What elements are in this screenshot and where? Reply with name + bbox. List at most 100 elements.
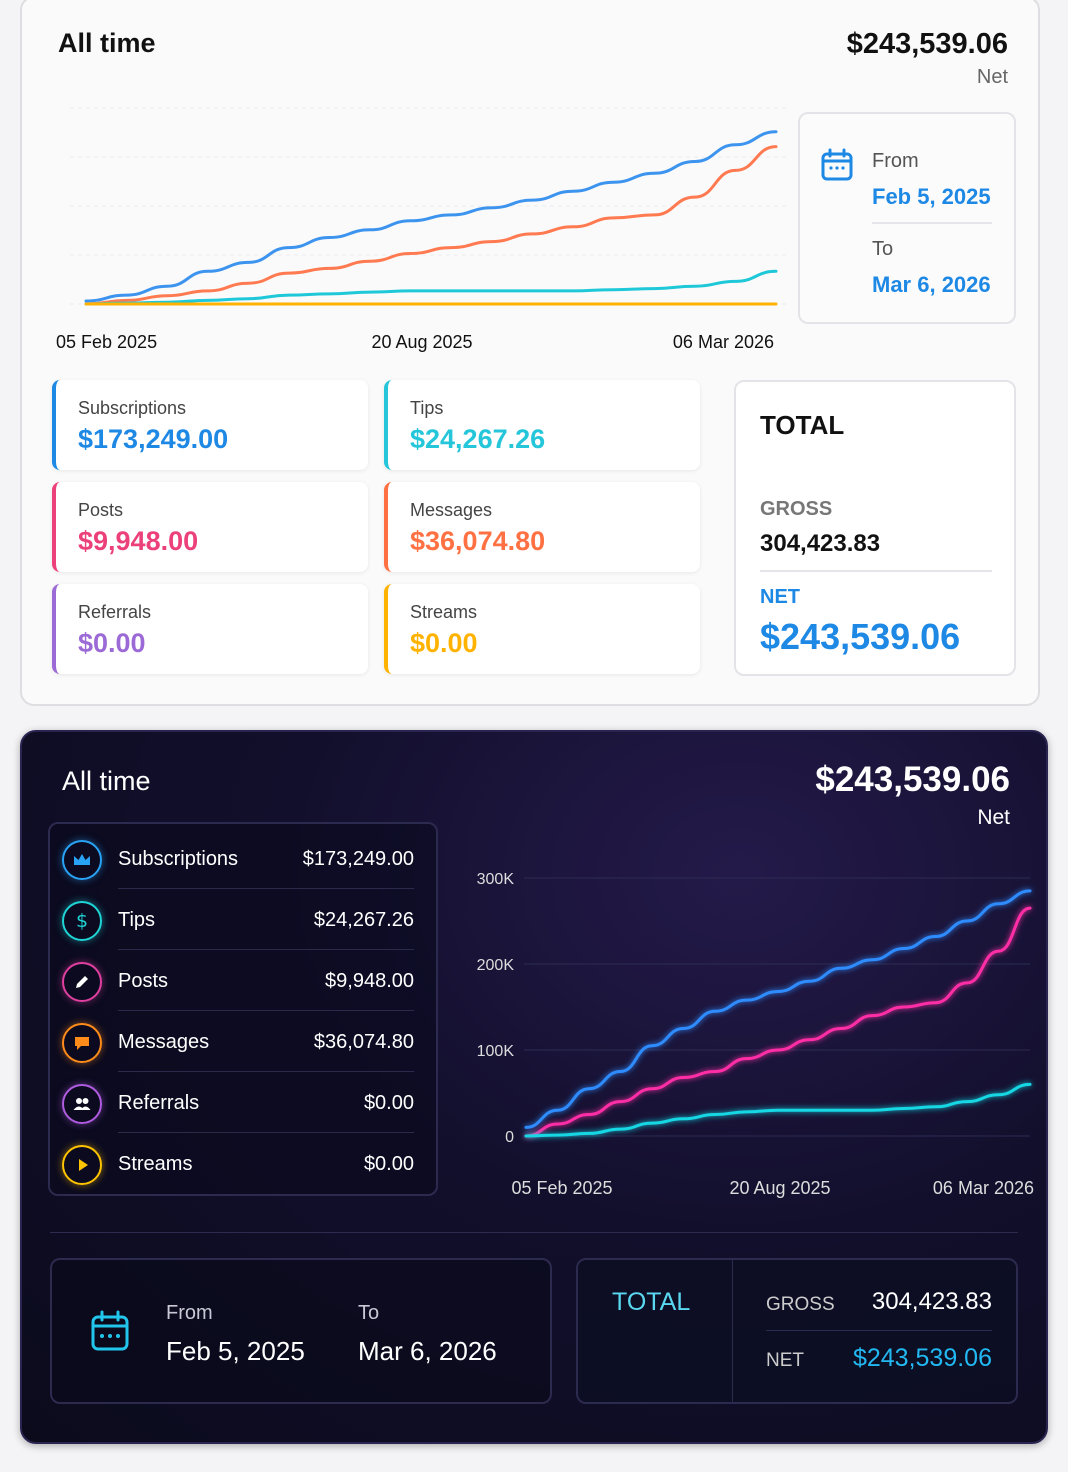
row-divider [118, 1071, 414, 1072]
category-value: $9,948.00 [325, 970, 414, 992]
category-value: $0.00 [363, 1153, 414, 1175]
y-tick-label: 100K [477, 1043, 515, 1060]
to-date[interactable]: Mar 6, 2026 [872, 272, 991, 297]
stat-label: Tips [410, 398, 444, 418]
category-label: Streams [118, 1153, 193, 1175]
light-period-title: All time [58, 28, 156, 58]
light-net-amount: $243,539.06 [846, 28, 1008, 60]
y-tick-label: 0 [505, 1129, 514, 1146]
category-value: $0.00 [363, 1092, 414, 1114]
dollar-icon: $ [62, 901, 102, 941]
from-label: From [166, 1302, 213, 1324]
x-tick-label: 20 Aug 2025 [729, 1178, 830, 1198]
stat-value: $24,267.26 [410, 424, 546, 454]
stat-card-referrals: Referrals $0.00 [52, 584, 368, 674]
category-row-messages[interactable]: Messages $36,074.80 [62, 1011, 414, 1072]
row-divider [118, 1132, 414, 1133]
y-tick-label: 200K [477, 957, 515, 974]
category-value: $24,267.26 [313, 909, 414, 931]
stat-label: Referrals [78, 602, 152, 622]
gross-label: GROSS [766, 1294, 835, 1315]
from-date[interactable]: Feb 5, 2025 [872, 184, 991, 209]
stat-card-posts: Posts $9,948.00 [52, 482, 368, 572]
stat-card-tips: Tips $24,267.26 [384, 380, 700, 470]
y-tick-label: 300K [477, 871, 515, 888]
category-row-referrals[interactable]: Referrals $0.00 [62, 1072, 414, 1133]
x-tick-label: 05 Feb 2025 [56, 332, 157, 352]
category-label: Posts [118, 970, 169, 992]
date-divider [872, 222, 992, 224]
category-row-posts[interactable]: Posts $9,948.00 [62, 950, 414, 1011]
light-earnings-chart: 05 Feb 2025 20 Aug 2025 06 Mar 2026 [56, 107, 790, 352]
dark-net-amount: $243,539.06 [815, 760, 1010, 799]
crown-icon [62, 840, 102, 880]
stat-value: $0.00 [410, 628, 478, 658]
dark-total-box: TOTAL GROSS 304,423.83 NET $243,539.06 [576, 1258, 1018, 1404]
x-tick-label: 20 Aug 2025 [371, 332, 472, 352]
dark-earnings-card: All time $243,539.06 Net Subscriptions $1… [20, 730, 1048, 1444]
gross-value: 304,423.83 [760, 530, 881, 557]
stat-value: $36,074.80 [410, 526, 546, 556]
net-label: NET [766, 1350, 804, 1371]
play-icon [62, 1145, 102, 1185]
stat-value: $0.00 [78, 628, 146, 658]
light-net-label: Net [976, 66, 1008, 88]
category-value: $36,074.80 [313, 1031, 414, 1053]
light-date-range[interactable]: From Feb 5, 2025 To Mar 6, 2026 [798, 112, 1016, 324]
svg-text:$: $ [76, 910, 88, 932]
series-line-2 [524, 1082, 1032, 1138]
category-label: Subscriptions [118, 848, 239, 870]
stat-card-messages: Messages $36,074.80 [384, 482, 700, 572]
gross-value: 304,423.83 [871, 1288, 992, 1315]
category-value: $173,249.00 [302, 848, 414, 870]
dark-period-title: All time [62, 766, 151, 796]
total-title: TOTAL [612, 1288, 691, 1316]
stat-label: Streams [410, 602, 478, 622]
light-earnings-card: All time $243,539.06 Net 05 Feb 2025 20 A… [20, 0, 1040, 706]
series-line-0 [84, 130, 778, 303]
stat-label: Messages [410, 500, 493, 520]
category-label: Messages [118, 1031, 210, 1053]
category-row-subscriptions[interactable]: Subscriptions $173,249.00 [62, 828, 414, 889]
x-tick-label: 06 Mar 2026 [673, 332, 774, 352]
category-label: Referrals [118, 1092, 200, 1114]
stat-label: Subscriptions [78, 398, 187, 418]
gross-label: GROSS [760, 498, 833, 520]
stat-card-streams: Streams $0.00 [384, 584, 700, 674]
category-row-tips[interactable]: $ Tips $24,267.26 [62, 889, 414, 950]
to-label: To [358, 1302, 380, 1324]
dark-divider [50, 1232, 1018, 1233]
series-line-2 [84, 269, 778, 306]
x-tick-label: 05 Feb 2025 [511, 1178, 612, 1198]
dark-earnings-chart: 300K 200K 100K 0 05 Feb 2025 20 Aug 2025 06 Ma… [477, 871, 1034, 1198]
net-label: NET [760, 586, 800, 608]
to-date[interactable]: Mar 6, 2026 [358, 1336, 497, 1366]
category-row-streams[interactable]: Streams $0.00 [62, 1133, 414, 1194]
series-line-1 [84, 145, 778, 306]
row-divider [118, 949, 414, 950]
total-divider [766, 1330, 992, 1331]
total-title: TOTAL [760, 410, 845, 440]
from-label: From [872, 150, 919, 172]
chat-icon [62, 1023, 102, 1063]
dark-category-list: Subscriptions $173,249.00 $ Tips $24,267.26 P… [48, 822, 438, 1196]
stat-label: Posts [78, 500, 124, 520]
calendar-icon [91, 1310, 129, 1351]
row-divider [118, 888, 414, 889]
dark-date-range[interactable]: From Feb 5, 2025 To Mar 6, 2026 [50, 1258, 552, 1404]
series-line-1 [524, 906, 1032, 1138]
calendar-icon [821, 148, 853, 181]
dark-net-label: Net [977, 806, 1010, 829]
net-value: $243,539.06 [760, 616, 961, 657]
from-date[interactable]: Feb 5, 2025 [166, 1336, 305, 1366]
people-icon [62, 1084, 102, 1124]
pencil-icon [62, 962, 102, 1002]
to-label: To [872, 238, 894, 260]
x-tick-label: 06 Mar 2026 [933, 1178, 1034, 1198]
net-value: $243,539.06 [852, 1344, 992, 1372]
total-vertical-divider [732, 1260, 733, 1402]
category-label: Tips [118, 909, 156, 931]
light-total-box: TOTAL GROSS 304,423.83 NET $243,539.06 [734, 380, 1016, 676]
stat-value: $9,948.00 [78, 526, 199, 556]
total-divider [760, 570, 992, 572]
